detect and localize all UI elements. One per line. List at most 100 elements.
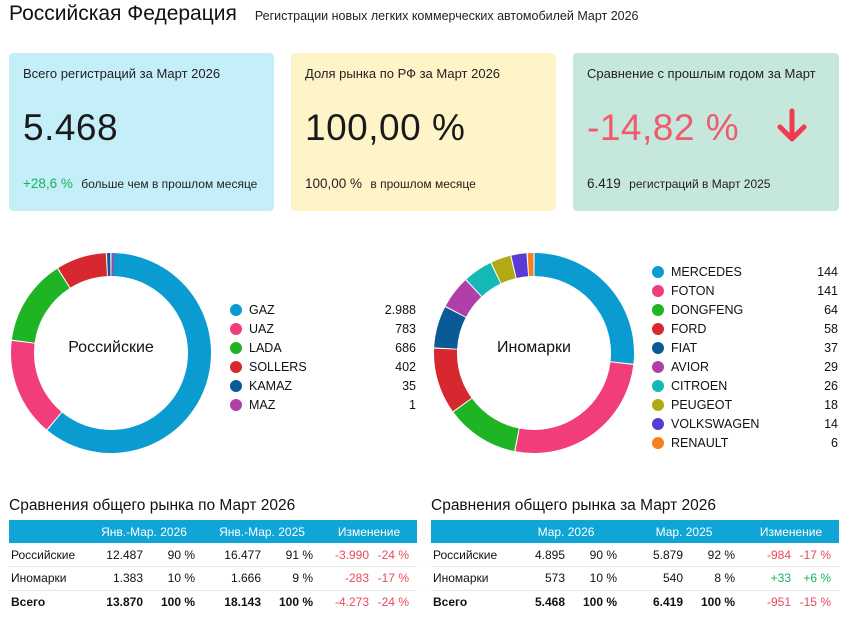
value-previous: 540 <box>625 566 687 591</box>
card-footer: 6.419 регистраций в Март 2025 <box>587 176 770 191</box>
donut-slice-mercedes <box>534 253 634 364</box>
donut-slice-fiat <box>434 307 466 349</box>
legend-label: GAZ <box>249 302 275 317</box>
card-label: Сравнение с прошлым годом за Март <box>587 66 816 81</box>
share-previous: 100 % <box>278 595 313 609</box>
donut-slice-gaz <box>47 253 211 453</box>
share-current: 90 % <box>147 543 203 567</box>
column-header <box>9 520 85 543</box>
legend-color-dot <box>652 265 664 278</box>
change-value: -951 <box>766 595 791 609</box>
legend-color-dot <box>652 417 664 430</box>
legend-item: LADA 686 <box>230 338 416 357</box>
change-value: -984 <box>743 543 795 567</box>
legend-item: SOLLERS 402 <box>230 357 416 376</box>
ytd-comparison-table: Янв.-Мар. 2026 Янв.-Мар. 2025 Изменение Рос… <box>9 520 417 614</box>
legend-color-dot <box>230 322 242 335</box>
legend-label: SOLLERS <box>249 359 307 374</box>
value-previous: 1.666 <box>203 566 265 591</box>
arrow-down-icon <box>777 108 807 142</box>
column-header: Янв.-Мар. 2026 <box>85 520 203 543</box>
donut-slice-lada <box>11 268 70 343</box>
legend-color-dot <box>230 341 242 354</box>
share-previous: 9 % <box>265 566 321 591</box>
change-percent: -24 % <box>373 543 417 567</box>
row-label: Всего <box>433 595 468 609</box>
legend-value: 1 <box>409 397 416 412</box>
table-row: Иномарки 1.383 10 % 1.666 9 % -283 -17 % <box>9 566 417 591</box>
share-current: 90 % <box>569 543 625 567</box>
legend-item: MERCEDES 144 <box>652 262 838 281</box>
change-percent: -24 % <box>377 595 409 609</box>
legend-item: VOLKSWAGEN 14 <box>652 414 838 433</box>
year-comparison-card: Сравнение с прошлым годом за Март -14,82… <box>573 53 839 211</box>
left-table-title: Сравнения общего рынка по Март 2026 <box>9 497 296 514</box>
legend-color-dot <box>230 360 242 373</box>
page-header: Российская Федерация Регистрации новых л… <box>9 2 639 28</box>
row-label: Иномарки <box>431 566 507 591</box>
table-row: Всего 5.468 100 % 6.419 100 % -951 -15 % <box>431 590 839 614</box>
share-previous: 8 % <box>687 566 743 591</box>
donut-slice-renault <box>527 253 534 277</box>
russian-brands-legend: GAZ 2.988 UAZ 783 LADA 686 SOLLERS 402 KAMAZ 35 MA… <box>230 300 416 414</box>
column-header <box>431 520 507 543</box>
legend-item: FIAT 37 <box>652 338 838 357</box>
legend-label: RENAULT <box>671 435 729 450</box>
legend-label: UAZ <box>249 321 274 336</box>
donut-slice-uaz <box>11 340 62 430</box>
table-header-row: Янв.-Мар. 2026 Янв.-Мар. 2025 Изменение <box>9 520 417 543</box>
value-current: 1.383 <box>85 566 147 591</box>
legend-color-dot <box>230 379 242 392</box>
legend-value: 35 <box>402 378 416 393</box>
month-delta-text: больше чем в прошлом месяце <box>81 177 258 191</box>
legend-label: FOTON <box>671 283 715 298</box>
legend-label: FORD <box>671 321 707 336</box>
legend-item: AVIOR 29 <box>652 357 838 376</box>
legend-value: 64 <box>824 302 838 317</box>
legend-item: MAZ 1 <box>230 395 416 414</box>
donut-slice-avior <box>445 280 482 317</box>
change-percent: -15 % <box>799 595 831 609</box>
prev-share-text: в прошлом месяце <box>370 177 476 191</box>
value-previous: 18.143 <box>224 595 261 609</box>
donut-slice-sollers <box>58 253 107 288</box>
legend-value: 29 <box>824 359 838 374</box>
card-label: Доля рынка по РФ за Март 2026 <box>305 66 501 81</box>
share-current: 100 % <box>582 595 617 609</box>
prev-share: 100,00 % <box>305 176 363 191</box>
table-row: Иномарки 573 10 % 540 8 % +33 +6 % <box>431 566 839 591</box>
value-current: 5.468 <box>534 595 565 609</box>
legend-value: 6 <box>831 435 838 450</box>
legend-item: FOTON 141 <box>652 281 838 300</box>
legend-color-dot <box>230 398 242 411</box>
table-row: Всего 13.870 100 % 18.143 100 % -4.273 -24 % <box>9 590 417 614</box>
change-value: -4.273 <box>334 595 369 609</box>
legend-item: UAZ 783 <box>230 319 416 338</box>
column-header: Мар. 2026 <box>507 520 625 543</box>
legend-label: DONGFENG <box>671 302 744 317</box>
change-value: -283 <box>321 566 373 591</box>
row-label: Российские <box>9 543 85 567</box>
card-label: Всего регистраций за Март 2026 <box>23 66 221 81</box>
value-previous: 6.419 <box>652 595 683 609</box>
share-previous: 100 % <box>700 595 735 609</box>
legend-value: 402 <box>395 359 416 374</box>
table-header-row: Мар. 2026 Мар. 2025 Изменение <box>431 520 839 543</box>
table-row: Российские 4.895 90 % 5.879 92 % -984 -17 % <box>431 543 839 567</box>
column-header: Мар. 2025 <box>625 520 743 543</box>
legend-color-dot <box>652 322 664 335</box>
legend-item: PEUGEOT 18 <box>652 395 838 414</box>
donut-slice-ford <box>434 348 472 412</box>
legend-color-dot <box>652 360 664 373</box>
donut-slice-volkswagen <box>511 253 529 278</box>
value-current: 573 <box>507 566 569 591</box>
row-label: Всего <box>11 595 46 609</box>
legend-label: PEUGEOT <box>671 397 733 412</box>
donut-slice-foton <box>515 362 634 453</box>
row-label: Иномарки <box>9 566 85 591</box>
market-share-card: Доля рынка по РФ за Март 2026 100,00 % 1… <box>291 53 556 211</box>
prev-year-count: 6.419 <box>587 176 621 191</box>
legend-color-dot <box>652 379 664 392</box>
change-percent: -17 % <box>795 543 839 567</box>
legend-value: 18 <box>824 397 838 412</box>
